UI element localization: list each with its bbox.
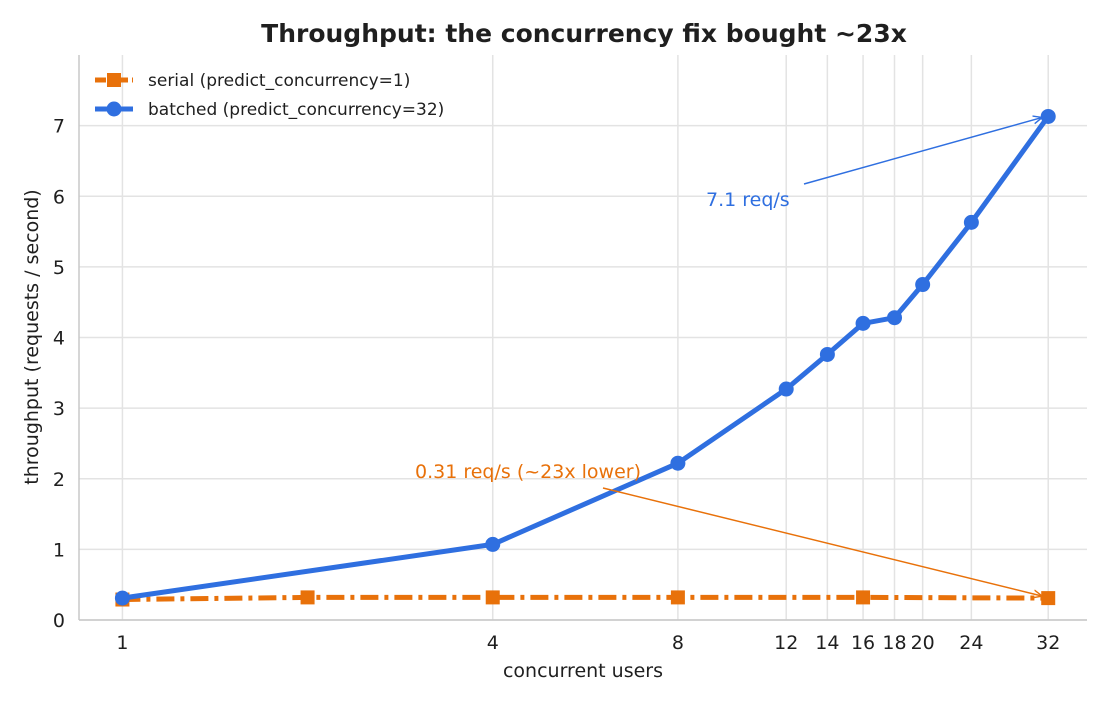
- annotation-label: 7.1 req/s: [706, 189, 790, 211]
- data-point: [300, 590, 315, 605]
- data-point: [778, 381, 794, 397]
- x-tick-label: 1: [116, 632, 128, 654]
- x-axis-label: concurrent users: [503, 660, 663, 682]
- data-point: [485, 590, 500, 605]
- axes: [78, 55, 1087, 621]
- data-point: [114, 590, 130, 606]
- x-tick-label: 32: [1036, 632, 1060, 654]
- data-point: [485, 536, 501, 552]
- data-point: [819, 346, 835, 362]
- legend-label: batched (predict_concurrency=32): [148, 100, 444, 120]
- y-tick-label: 3: [53, 398, 65, 420]
- series-serial: [115, 590, 1056, 607]
- y-axis-label: throughput (requests / second): [21, 189, 43, 484]
- series-layer: [114, 108, 1056, 607]
- y-axis-ticks: 0 1 2 3 4 5 6 7: [53, 116, 65, 632]
- y-tick-label: 1: [53, 539, 65, 561]
- legend-item: serial (predict_concurrency=1): [95, 71, 410, 91]
- data-point: [963, 214, 979, 230]
- series-line: [122, 594, 1049, 602]
- legend-swatch-marker: [107, 73, 121, 87]
- x-tick-label: 8: [672, 632, 684, 654]
- legend: serial (predict_concurrency=1)batched (p…: [95, 71, 444, 120]
- x-tick-label: 16: [851, 632, 875, 654]
- data-point: [670, 455, 686, 471]
- legend-swatch-marker: [106, 101, 122, 117]
- annotation-label: 0.31 req/s (~23x lower): [415, 461, 641, 483]
- y-tick-label: 4: [53, 328, 65, 350]
- legend-label: serial (predict_concurrency=1): [148, 71, 410, 91]
- y-tick-label: 5: [53, 257, 65, 279]
- data-point: [1040, 108, 1056, 124]
- annotation-arrow: [803, 117, 1042, 185]
- x-tick-label: 12: [774, 632, 798, 654]
- annotation-arrow: [602, 487, 1042, 596]
- grid-lines: [79, 55, 1087, 621]
- series-batched: [114, 108, 1056, 606]
- data-point: [1041, 591, 1056, 606]
- data-point: [887, 310, 903, 326]
- x-tick-label: 18: [882, 632, 906, 654]
- chart-title: Throughput: the concurrency fix bought ~…: [261, 19, 907, 48]
- series-line: [122, 114, 1051, 601]
- annotations-layer: 7.1 req/s 0.31 req/s (~23x lower): [415, 117, 1042, 596]
- x-tick-label: 24: [959, 632, 983, 654]
- y-tick-label: 2: [53, 469, 65, 491]
- data-point: [855, 315, 871, 331]
- x-tick-label: 20: [911, 632, 935, 654]
- legend-item: batched (predict_concurrency=32): [95, 100, 444, 120]
- data-point: [915, 277, 931, 293]
- y-tick-label: 6: [53, 186, 65, 208]
- y-tick-label: 0: [53, 610, 65, 632]
- y-tick-label: 7: [53, 116, 65, 138]
- x-tick-label: 14: [815, 632, 839, 654]
- data-point: [856, 590, 871, 605]
- x-tick-label: 4: [487, 632, 499, 654]
- data-point: [670, 590, 685, 605]
- x-axis-ticks: 1 4 8 12 14 16 18 20 24 32: [116, 632, 1060, 654]
